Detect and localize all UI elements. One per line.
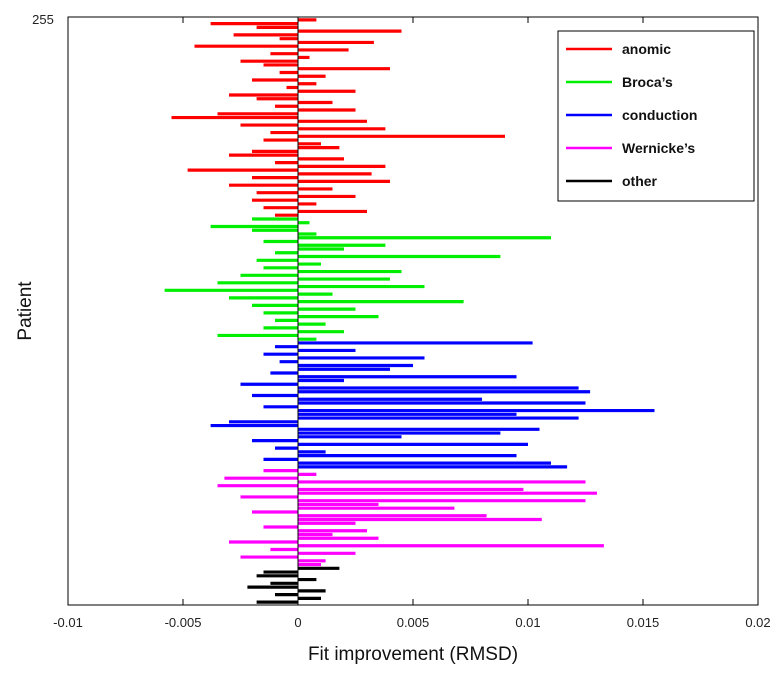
bars-group bbox=[164, 18, 655, 604]
legend-label-4: other bbox=[622, 173, 658, 189]
legend-label-3: Wernicke’s bbox=[622, 140, 695, 156]
x-tick-label-2: 0 bbox=[294, 615, 301, 630]
legend-label-0: anomic bbox=[622, 41, 671, 57]
x-axis-ticks: -0.01 -0.005 0 0.005 0.01 0.015 0.02 bbox=[53, 17, 771, 630]
x-tick-label-1: -0.005 bbox=[165, 615, 202, 630]
x-tick-label-0: -0.01 bbox=[53, 615, 83, 630]
legend-label-1: Broca’s bbox=[622, 74, 673, 90]
x-tick-label-4: 0.01 bbox=[515, 615, 540, 630]
x-tick-label-3: 0.005 bbox=[397, 615, 430, 630]
legend-label-2: conduction bbox=[622, 107, 697, 123]
y-axis-title: Patient bbox=[15, 281, 36, 341]
y-top-label: 255 bbox=[32, 12, 54, 27]
x-tick-label-6: 0.02 bbox=[745, 615, 770, 630]
x-tick-label-5: 0.015 bbox=[627, 615, 660, 630]
legend: anomic Broca’s conduction Wernicke’s other bbox=[557, 30, 755, 202]
x-axis-title: Fit improvement (RMSD) bbox=[308, 644, 518, 665]
